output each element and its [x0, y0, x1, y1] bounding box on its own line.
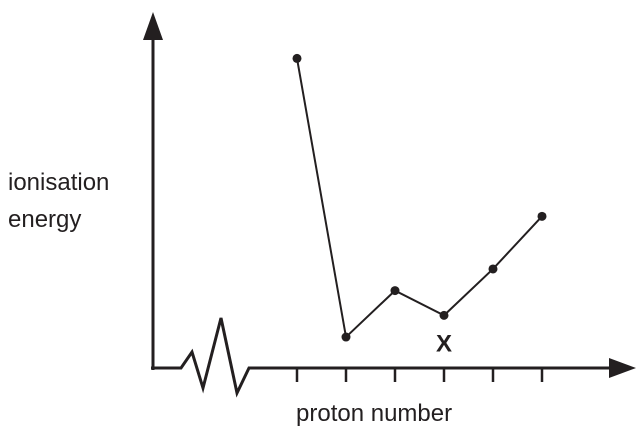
- data-points: [292, 53, 547, 342]
- data-point: [292, 53, 302, 63]
- point-annotation-x: X: [436, 330, 452, 357]
- y-axis-label-line-1: ionisation: [8, 169, 109, 196]
- x-axis-arrow: [609, 358, 636, 378]
- x-axis-broken: [151, 317, 615, 398]
- series-line: [296, 58, 543, 340]
- data-point: [341, 332, 351, 342]
- y-axis-arrow: [143, 12, 163, 40]
- x-axis-label: proton number: [296, 400, 452, 427]
- series-line-group: [296, 58, 543, 340]
- data-point: [537, 211, 547, 221]
- data-point: [439, 310, 449, 320]
- x-axis-ticks: [295, 368, 544, 382]
- data-point: [390, 286, 400, 296]
- y-axis-label-line-2: energy: [8, 206, 81, 233]
- data-point: [488, 264, 498, 274]
